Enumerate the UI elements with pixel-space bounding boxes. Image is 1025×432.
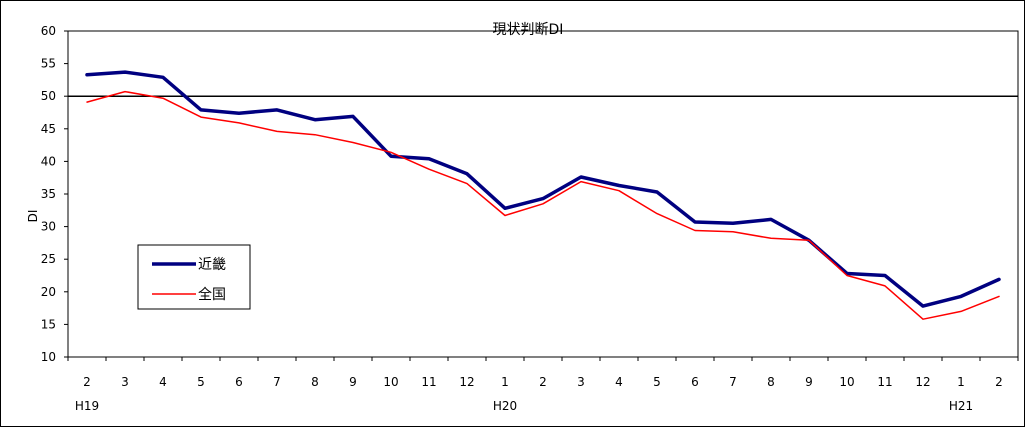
x-tick-label: 3 (577, 375, 585, 389)
chart-title: 現状判断DI (493, 22, 564, 38)
x-year-label: H21 (949, 399, 973, 413)
x-tick-label: 10 (839, 375, 854, 389)
x-tick-label: 8 (311, 375, 319, 389)
x-tick-label: 11 (877, 375, 892, 389)
x-tick-label: 4 (159, 375, 167, 389)
y-tick-label: 30 (41, 220, 56, 234)
x-tick-label: 4 (615, 375, 623, 389)
series-line-2 (86, 90, 1000, 320)
y-tick-label: 25 (41, 252, 56, 266)
legend-label-1: 近畿 (198, 257, 226, 273)
x-tick-label: 9 (805, 375, 813, 389)
x-tick-label: 12 (459, 375, 474, 389)
y-tick-label: 35 (41, 187, 56, 201)
legend-box (137, 244, 251, 310)
y-tick-label: 40 (41, 154, 56, 168)
x-tick-label: 8 (767, 375, 775, 389)
x-tick-label: 6 (691, 375, 699, 389)
y-axis: 10 15 20 25 30 35 40 45 50 55 60 (41, 24, 68, 364)
y-tick-label: 50 (41, 89, 56, 103)
y-tick-label: 60 (41, 24, 56, 38)
x-tick-label: 2 (995, 375, 1003, 389)
x-tick-label: 1 (957, 375, 965, 389)
x-tick-label: 10 (383, 375, 398, 389)
x-year-label: H20 (493, 399, 517, 413)
x-tick-label: 11 (421, 375, 436, 389)
legend-label-2: 全国 (198, 286, 226, 303)
y-axis-label: DI (26, 210, 40, 223)
y-tick-label: 55 (41, 57, 56, 71)
x-tick-label: 7 (729, 375, 737, 389)
y-tick-label: 20 (41, 285, 56, 299)
x-tick-label: 9 (349, 375, 357, 389)
y-tick-label: 10 (41, 350, 56, 364)
x-tick-label: 5 (653, 375, 661, 389)
x-tick-label: 5 (197, 375, 205, 389)
y-tick-label: 15 (41, 317, 56, 331)
x-tick-label: 7 (273, 375, 281, 389)
x-tick-label: 2 (83, 375, 91, 389)
series-layer (85, 70, 1001, 320)
x-tick-label: 3 (121, 375, 129, 389)
x-tick-label: 6 (235, 375, 243, 389)
series-line-1 (85, 70, 1001, 308)
x-tick-label: 12 (915, 375, 930, 389)
y-tick-label: 45 (41, 122, 56, 136)
x-tick-label: 2 (539, 375, 547, 389)
x-year-label: H19 (75, 399, 99, 413)
x-tick-label: 1 (501, 375, 509, 389)
